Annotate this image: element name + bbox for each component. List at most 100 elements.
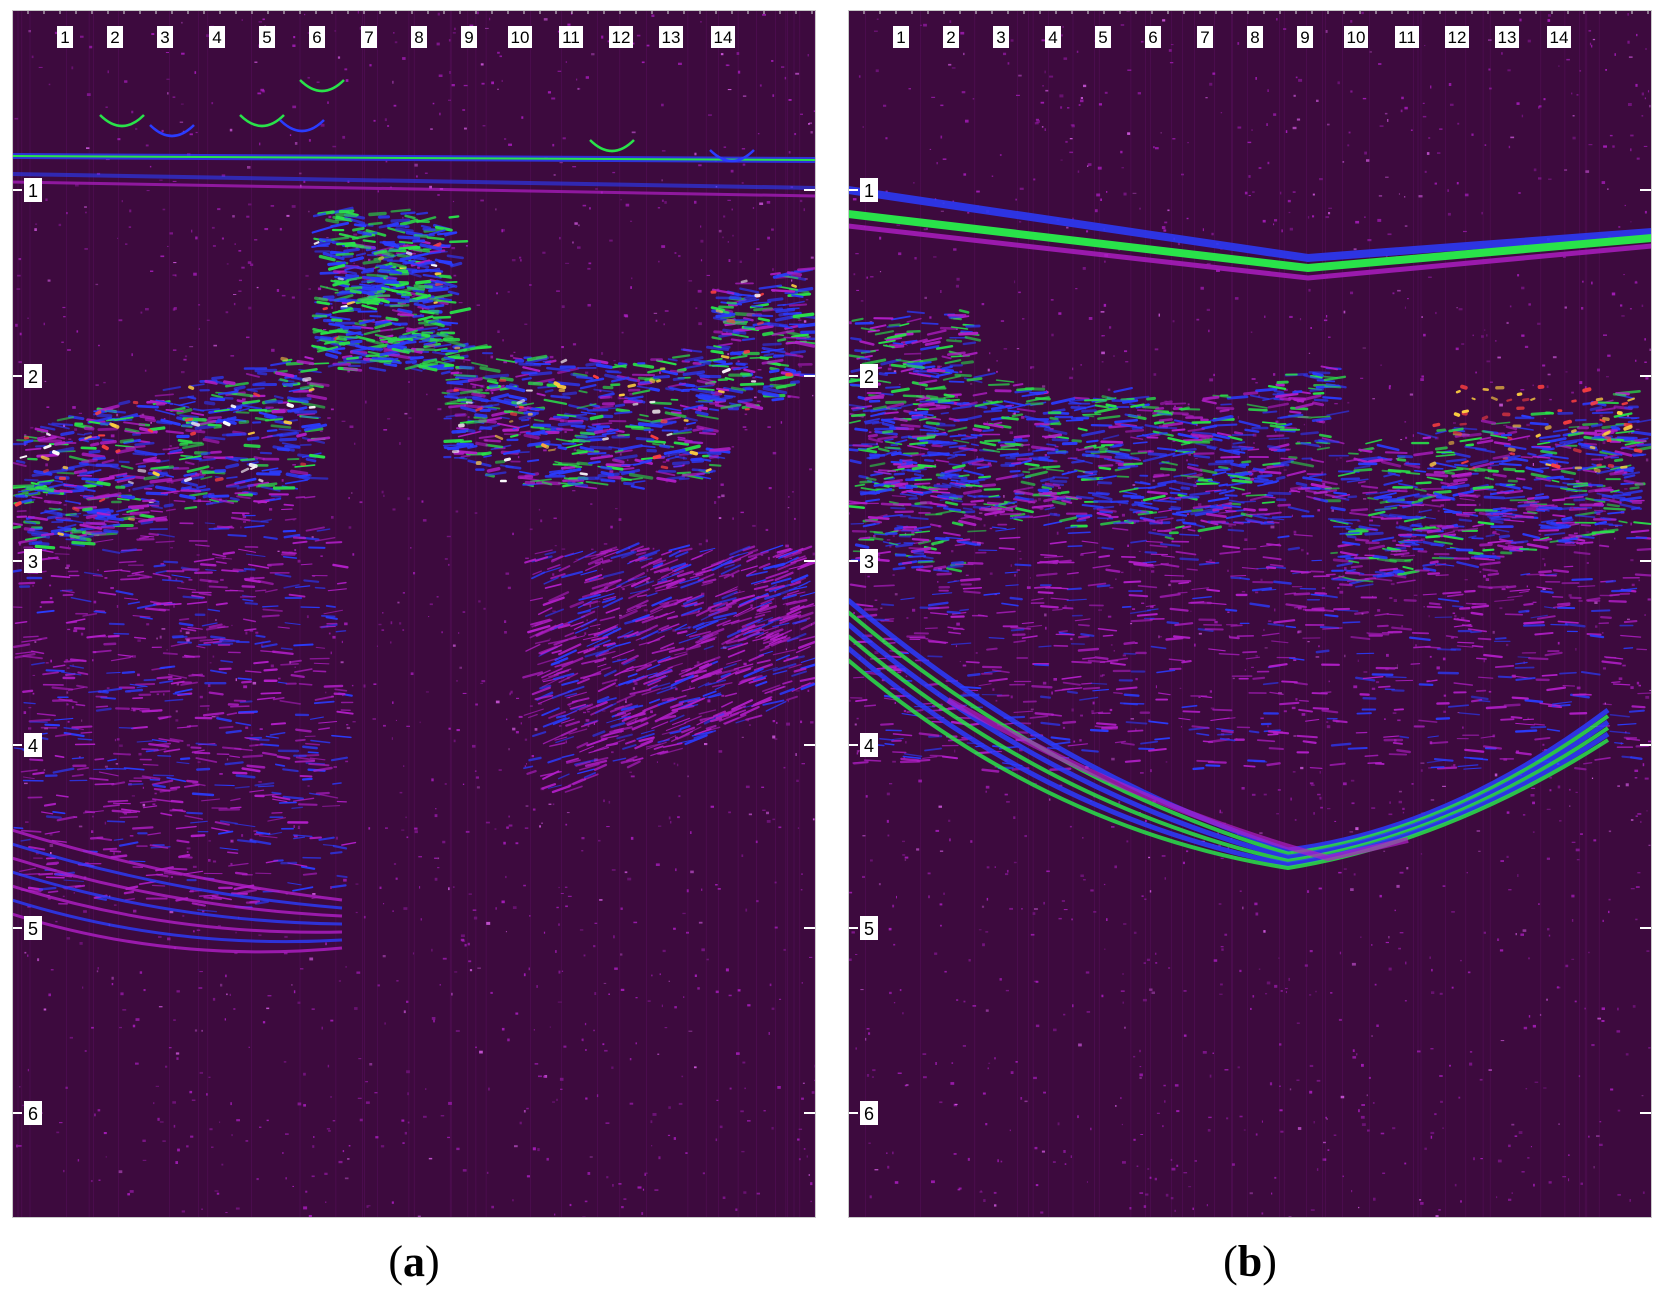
- trace-marker-box: [209, 26, 225, 48]
- point-diffraction: [239, 114, 285, 128]
- trace-marker-4: 4: [209, 26, 225, 48]
- trace-marker-box: [1145, 26, 1161, 48]
- trace-marker-1: 1: [57, 26, 73, 48]
- trace-marker-label: 10: [1347, 28, 1366, 47]
- reflections-a: [12, 79, 816, 954]
- trace-marker-box: [1547, 26, 1571, 48]
- radargram-panel-a: 1 2 3 4 5 6 7 8 9 10 11 12 13 14 1 2 3 4 5 6: [12, 10, 816, 1218]
- trace-marker-box: [559, 26, 583, 48]
- depth-marker-4: 4: [12, 733, 816, 757]
- depth-marker-box: [24, 178, 42, 202]
- trace-marker-10: 10: [508, 26, 532, 48]
- point-diffraction: [99, 114, 145, 128]
- trace-marker-label: 4: [1048, 28, 1057, 47]
- trace-marker-3: 3: [993, 26, 1009, 48]
- trace-marker-label: 9: [1300, 28, 1309, 47]
- trace-marker-box: [1395, 26, 1419, 48]
- trace-marker-label: 11: [562, 28, 580, 47]
- trace-marker-box: [1495, 26, 1519, 48]
- depth-marker-box: [860, 733, 878, 757]
- trace-marker-box: [609, 26, 633, 48]
- trace-marker-13: 13: [659, 26, 683, 48]
- depth-marker-box: [860, 364, 878, 388]
- trace-marker-label: 12: [1448, 28, 1467, 47]
- caption-a-letter: a: [403, 1237, 425, 1286]
- trace-marker-6: 6: [309, 26, 325, 48]
- trace-marker-5: 5: [259, 26, 275, 48]
- bowl-reflector: [848, 610, 1610, 856]
- depth-marker-label: 1: [864, 181, 874, 201]
- secondary-surface-reflection: [12, 172, 816, 190]
- trace-marker-label: 1: [896, 28, 905, 47]
- trace-marker-label: 4: [212, 28, 221, 47]
- depth-marker-label: 2: [28, 367, 38, 387]
- trace-marker-box: [943, 26, 959, 48]
- trace-marker-6: 6: [1145, 26, 1161, 48]
- trace-marker-label: 13: [1498, 28, 1517, 47]
- depth-marker-label: 5: [864, 919, 874, 939]
- depth-marker-box: [860, 1101, 878, 1125]
- depth-marker-label: 6: [28, 1104, 38, 1124]
- trace-marker-box: [157, 26, 173, 48]
- trace-marker-14: 14: [711, 26, 735, 48]
- depth-marker-box: [860, 549, 878, 573]
- layer-reflector: [12, 870, 343, 926]
- depth-marker-label: 3: [28, 552, 38, 572]
- radargram-background: [848, 10, 1652, 1218]
- trace-marker-12: 12: [609, 26, 633, 48]
- layer-reflector: [12, 842, 343, 910]
- trace-marker-11: 11: [1395, 26, 1419, 48]
- surface-reflection: [848, 186, 1652, 263]
- layer-reflector: [12, 898, 343, 944]
- trace-marker-8: 8: [1247, 26, 1263, 48]
- trace-marker-11: 11: [559, 26, 583, 48]
- trace-marker-box: [1297, 26, 1313, 48]
- depth-marker-box: [24, 549, 42, 573]
- trace-marker-2: 2: [943, 26, 959, 48]
- bowl-reflector: [848, 646, 1610, 867]
- trace-marker-7: 7: [361, 26, 377, 48]
- trace-marker-label: 2: [946, 28, 955, 47]
- point-diffraction: [279, 119, 325, 133]
- trace-marker-13: 13: [1495, 26, 1519, 48]
- depth-marker-5: 5: [848, 916, 1652, 940]
- trace-marker-label: 9: [464, 28, 473, 47]
- point-diffraction: [299, 79, 345, 93]
- bowl-reflector: [848, 658, 1610, 871]
- depth-marker-box: [24, 733, 42, 757]
- depth-marker-box: [860, 916, 878, 940]
- trace-marker-box: [508, 26, 532, 48]
- depth-marker-box: [24, 916, 42, 940]
- depth-marker-label: 6: [864, 1104, 874, 1124]
- trace-marker-box: [1247, 26, 1263, 48]
- trace-marker-label: 7: [364, 28, 373, 47]
- depth-marker-box: [860, 178, 878, 202]
- trace-marker-14: 14: [1547, 26, 1571, 48]
- speckle-noise: [848, 10, 1652, 1218]
- trace-marker-1: 1: [893, 26, 909, 48]
- depth-marker-2: 2: [848, 364, 1652, 388]
- depth-marker-2: 2: [12, 364, 816, 388]
- depth-marker-label: 2: [864, 367, 874, 387]
- trace-marker-label: 1: [60, 28, 69, 47]
- trace-marker-label: 11: [1398, 28, 1416, 47]
- trace-marker-box: [411, 26, 427, 48]
- trace-marker-box: [361, 26, 377, 48]
- depth-marker-box: [24, 364, 42, 388]
- depth-marker-3: 3: [848, 549, 1652, 573]
- trace-marker-4: 4: [1045, 26, 1061, 48]
- trace-marker-box: [309, 26, 325, 48]
- trace-marker-label: 8: [1250, 28, 1259, 47]
- depth-marker-4: 4: [848, 733, 1652, 757]
- trace-marker-box: [659, 26, 683, 48]
- trace-marker-label: 6: [1148, 28, 1157, 47]
- surface-reflection-core: [848, 210, 1652, 273]
- layer-reflector: [12, 912, 343, 954]
- radargram-panel-b: 1 2 3 4 5 6 7 8 9 10 11 12 13 14 1 2 3 4 5 6: [848, 10, 1652, 1218]
- trace-marker-label: 3: [996, 28, 1005, 47]
- trace-marker-box: [1045, 26, 1061, 48]
- caption-b-letter: b: [1237, 1237, 1263, 1286]
- point-diffraction: [589, 139, 635, 153]
- layer-reflector: [12, 828, 343, 902]
- radargram-background: [12, 10, 816, 1218]
